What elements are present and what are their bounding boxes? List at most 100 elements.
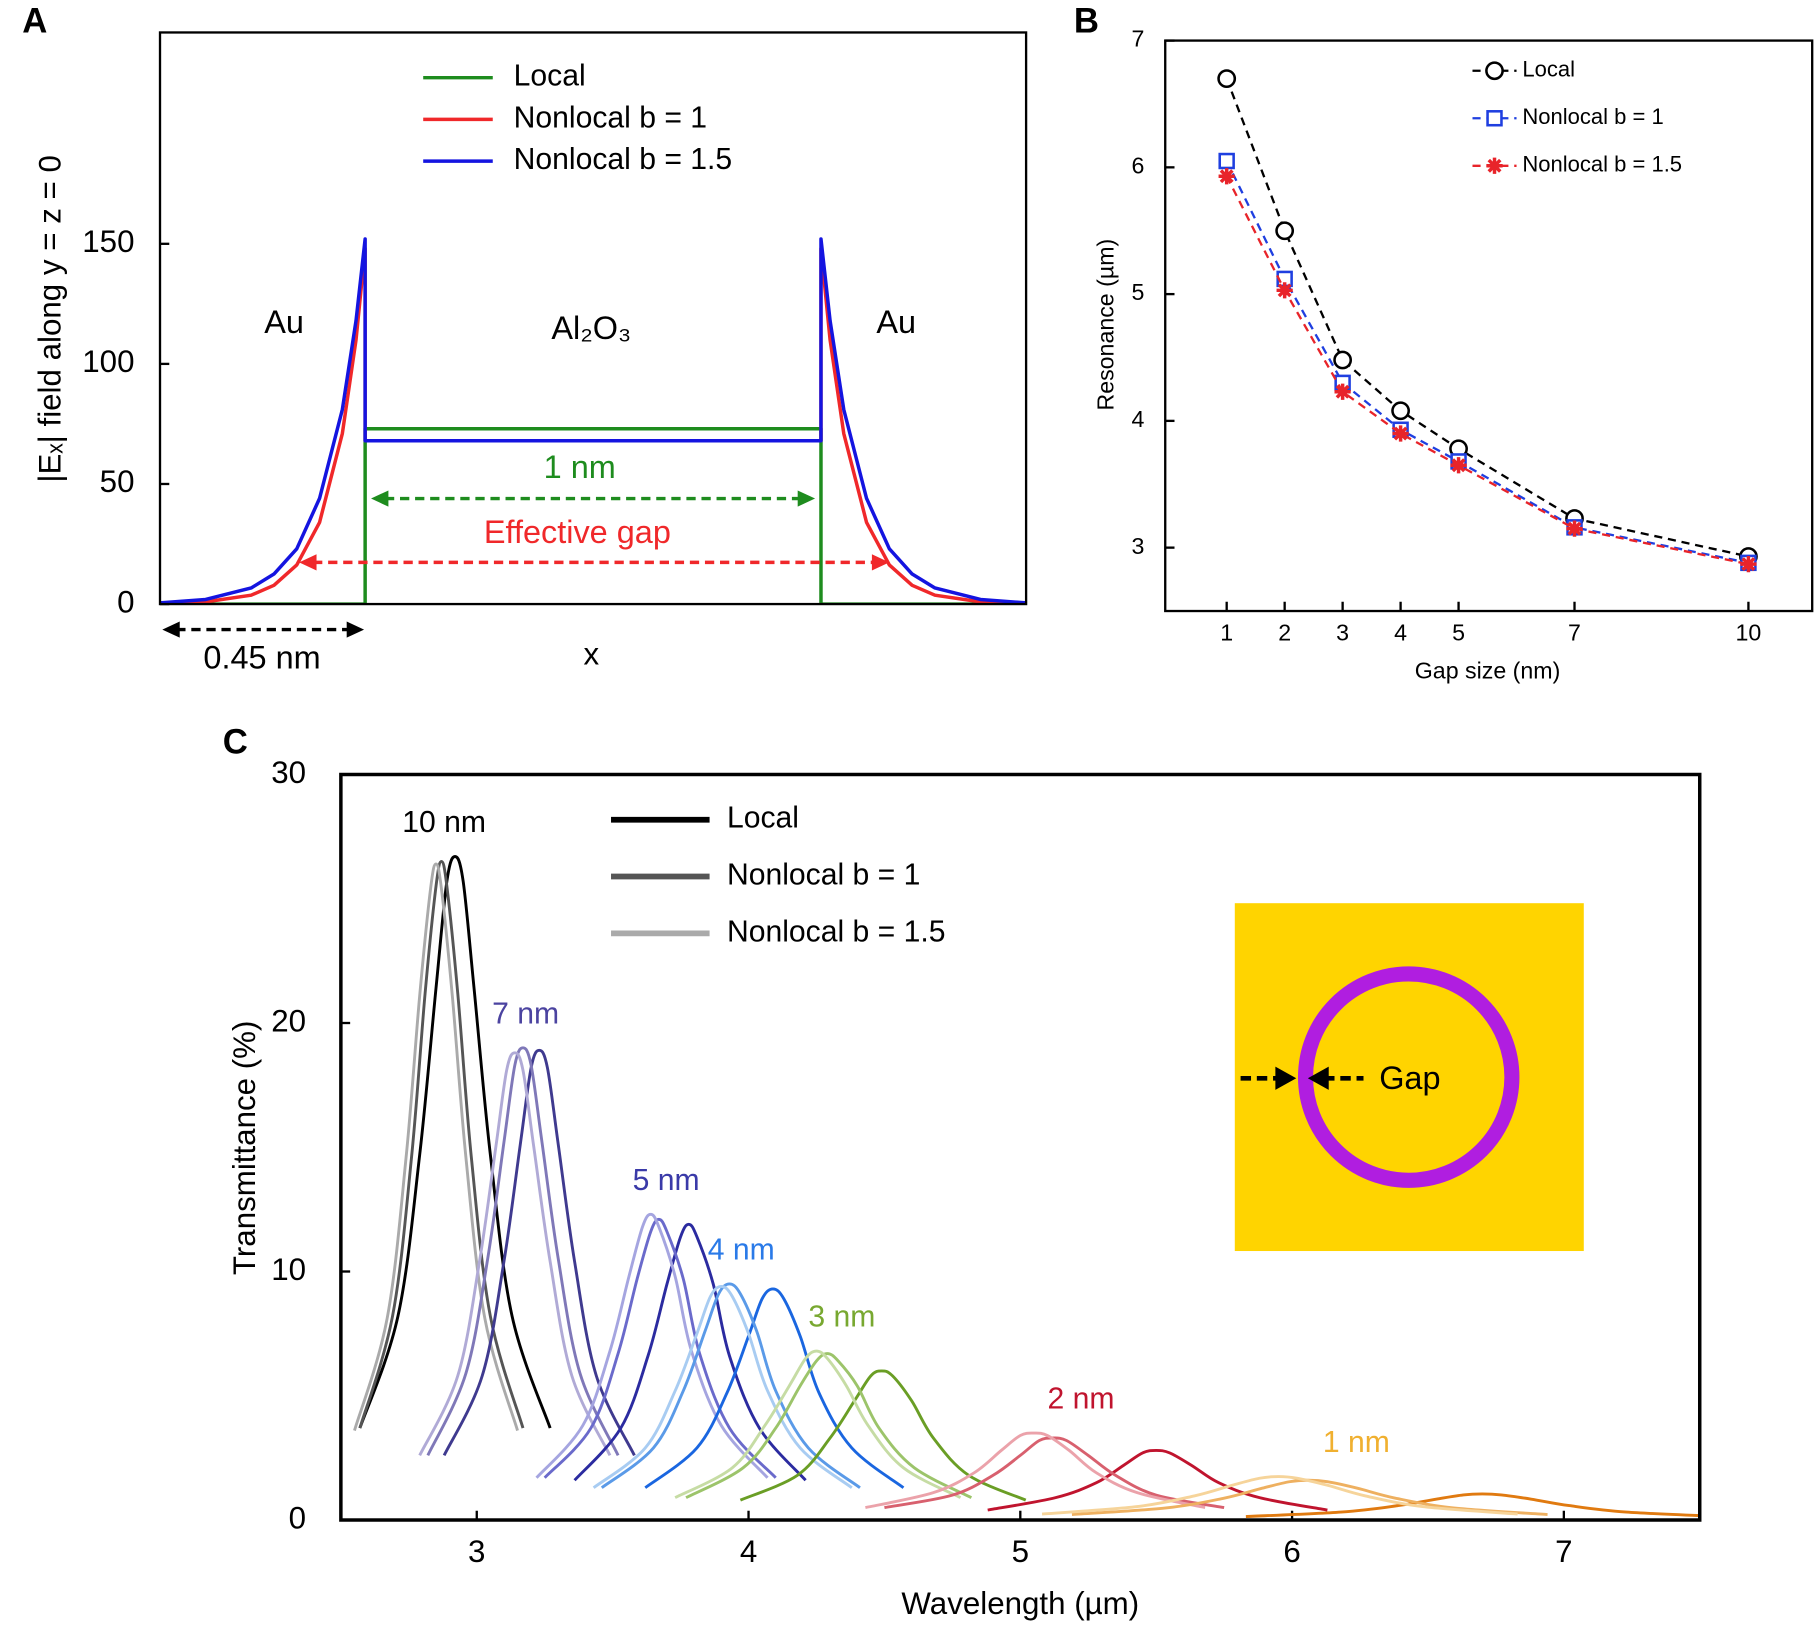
data-line	[1225, 160, 1749, 564]
y-tick-label: 20	[271, 1003, 306, 1038]
data-line	[442, 1048, 636, 1457]
y-tick-label: 6	[1131, 152, 1144, 178]
data-line	[160, 427, 1027, 605]
y-axis-label: Transmittance (%)	[227, 1021, 262, 1276]
inset-diagram: Gap	[1234, 903, 1584, 1252]
curve-group-label: 3 nm	[808, 1301, 875, 1334]
arrow-head	[299, 554, 317, 571]
marker-circle	[1485, 61, 1504, 81]
annotation: Al₂O₃	[551, 310, 631, 346]
x-tick-label: 7	[1555, 1534, 1572, 1569]
y-tick-label: 10	[271, 1252, 306, 1287]
legend-label: Nonlocal b = 1.5	[1522, 152, 1682, 177]
y-tick-label: 100	[82, 344, 134, 379]
annotation: Au	[264, 304, 304, 340]
plot-frame	[339, 772, 1702, 1522]
data-line	[1225, 175, 1749, 566]
data-line	[1041, 1475, 1518, 1516]
y-tick-label: 4	[1131, 406, 1144, 432]
curve-group-label: 5 nm	[633, 1164, 700, 1197]
legend-label: Local	[514, 60, 586, 93]
plot-frame	[1164, 39, 1814, 613]
arrow-head	[371, 490, 389, 507]
data-line	[674, 1349, 962, 1499]
marker-circle	[1391, 401, 1410, 421]
marker-square	[1486, 110, 1503, 127]
x-tick-label: 5	[1452, 619, 1465, 645]
data-line	[685, 1352, 973, 1499]
data-line	[358, 860, 525, 1429]
curve-group-label: 10 nm	[402, 806, 486, 839]
arrow-head	[797, 490, 816, 507]
y-tick-label: 30	[271, 755, 306, 790]
data-line	[1245, 1492, 1700, 1518]
curve-group-label: 1 nm	[1323, 1426, 1390, 1459]
marker-star	[1392, 425, 1409, 442]
data-line	[358, 855, 552, 1429]
x-tick-label: 3	[468, 1534, 485, 1569]
marker-star	[1218, 168, 1235, 185]
panel-label: A	[22, 2, 47, 40]
x-axis-label: Wavelength (µm)	[901, 1586, 1139, 1621]
y-tick-label: 3	[1131, 533, 1144, 559]
inset-label: Gap	[1379, 1060, 1440, 1096]
arrow-head	[871, 554, 890, 571]
data-line	[1071, 1478, 1548, 1516]
curve-group-label: 4 nm	[708, 1233, 775, 1266]
legend-label: Nonlocal b = 1	[1522, 104, 1663, 129]
y-tick-label: 5	[1131, 279, 1144, 305]
annotation: Au	[876, 304, 916, 340]
data-line	[987, 1448, 1328, 1512]
curve-group-label: 2 nm	[1048, 1383, 1115, 1416]
inset-arrow-head	[1307, 1066, 1329, 1090]
legend-label: Nonlocal b = 1	[514, 101, 707, 134]
x-tick-label: 4	[1394, 619, 1407, 645]
annotation: Effective gap	[484, 514, 671, 550]
marker-star	[1486, 157, 1503, 174]
data-line	[573, 1222, 807, 1482]
panel-label: B	[1074, 2, 1099, 40]
x-axis-label: Gap size (nm)	[1415, 658, 1561, 684]
data-line	[426, 1046, 620, 1457]
marker-star	[1740, 556, 1757, 573]
x-tick-label: 5	[1012, 1534, 1029, 1569]
x-tick-label: 7	[1568, 619, 1581, 645]
marker-star	[1566, 520, 1583, 537]
marker-circle	[1275, 221, 1295, 241]
data-line	[739, 1369, 1027, 1502]
data-line	[543, 1217, 777, 1479]
y-tick-label: 150	[82, 224, 134, 259]
annotation: 1 nm	[544, 449, 616, 485]
arrow-head	[162, 621, 180, 638]
marker-star	[1450, 457, 1467, 474]
inset-ring	[1297, 966, 1520, 1188]
data-line	[600, 1282, 861, 1489]
x-axis-label: x	[583, 637, 599, 672]
x-tick-label: 1	[1220, 619, 1233, 645]
marker-circle	[1217, 69, 1237, 89]
data-line	[535, 1212, 769, 1479]
x-tick-label: 6	[1283, 1534, 1300, 1569]
data-line	[418, 1051, 612, 1457]
y-tick-label: 7	[1131, 26, 1144, 52]
data-line	[160, 237, 1027, 605]
data-line	[160, 246, 1027, 605]
legend-label: Local	[727, 802, 799, 835]
arrow-head	[346, 621, 365, 638]
legend-label: Nonlocal b = 1.5	[727, 915, 946, 948]
data-line	[644, 1287, 905, 1489]
x-tick-label: 3	[1336, 619, 1349, 645]
plot-frame	[158, 31, 1028, 606]
legend-label: Local	[1522, 57, 1575, 82]
data-line	[353, 862, 519, 1431]
data-line	[592, 1284, 853, 1489]
inset-arrow-head	[1275, 1066, 1297, 1090]
y-tick-label: 0	[289, 1500, 306, 1535]
data-line	[865, 1431, 1206, 1510]
y-axis-label: Resonance (µm)	[1092, 239, 1118, 411]
panel-label: C	[223, 724, 248, 762]
legend-label: Nonlocal b = 1.5	[514, 143, 733, 176]
y-tick-label: 0	[117, 584, 134, 619]
